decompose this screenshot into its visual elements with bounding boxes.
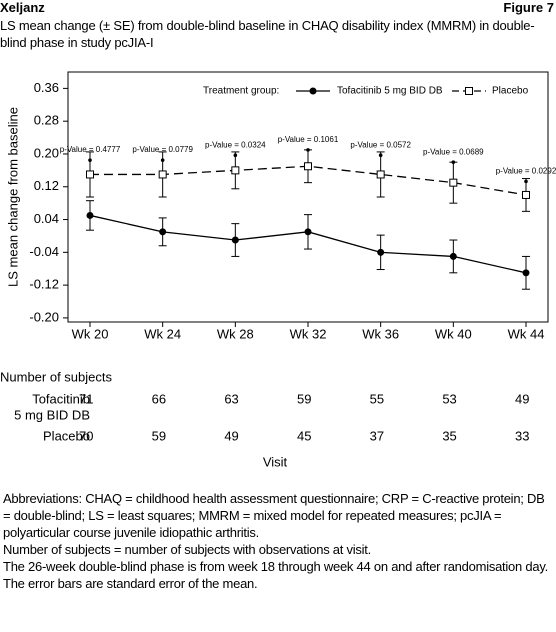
subject-count: 70 [79,428,93,443]
footnote: Abbreviations: CHAQ = childhood health a… [3,491,545,540]
y-axis-label: LS mean change from baseline [5,107,20,287]
footnotes: Abbreviations: CHAQ = childhood health a… [3,490,553,592]
marker [231,236,239,244]
marker [231,166,240,175]
table-title: Number of subjects [0,369,112,384]
x-tick-label: Wk 32 [290,326,327,341]
x-tick-label: Wk 28 [217,326,254,341]
p-value-label: p-Value = 0.0779 [132,145,193,154]
subject-count: 71 [79,391,93,406]
subject-count: 53 [442,391,456,406]
y-tick-label: 0.28 [34,113,59,128]
x-tick-label: Wk 40 [435,326,472,341]
subject-count: 55 [370,391,384,406]
subject-count: 63 [224,391,238,406]
subject-count: 37 [370,428,384,443]
marker [449,178,458,187]
p-value-label: p-Value = 0.0324 [205,140,266,149]
p-value-dot [88,158,92,162]
p-value-label: p-Value = 0.0689 [423,147,484,156]
figure-number: Figure 7 [503,0,554,15]
y-tick-label: -0.04 [29,244,59,259]
marker [304,228,312,236]
row-label: Placebo [43,428,90,443]
row-label: Tofacitinib [32,391,90,406]
p-value-label: p-Value = 0.0292 [496,167,556,176]
row-label: 5 mg BID DB [14,407,90,422]
subject-count: 35 [442,428,456,443]
legend-title: Treatment group: [203,86,279,97]
marker [159,228,167,236]
x-tick-label: Wk 36 [362,326,399,341]
subject-count: 59 [152,428,166,443]
p-value-dot [306,148,310,152]
y-tick-label: -0.20 [29,309,59,324]
subject-count: 45 [297,428,311,443]
p-value-dot [233,153,238,157]
p-value-label: p-Value = 0.1061 [278,135,339,144]
plot-frame [67,71,549,323]
marker [522,269,530,277]
y-tick-label: 0.04 [34,211,59,226]
p-value-label: p-Value = 0.0572 [350,140,411,149]
p-value-dot [160,158,165,162]
subject-count: 59 [297,391,311,406]
marker [376,170,385,179]
marker [86,211,94,219]
y-tick-label: 0.36 [34,80,59,95]
x-axis-label: Visit [263,454,288,469]
y-tick-label: 0.20 [34,145,59,160]
marker [304,162,312,171]
legend-label: Placebo [492,86,529,97]
footnote: Number of subjects = number of subjects … [3,542,372,557]
caption: LS mean change (± SE) from double-blind … [0,18,535,50]
legend-marker [465,87,473,95]
subject-count: 49 [515,391,529,406]
marker [377,248,385,256]
footnote: The 26-week double-blind phase is from w… [3,559,548,574]
x-tick-label: Wk 44 [508,326,545,341]
subject-count: 66 [152,391,166,406]
p-value-dot [378,153,383,157]
marker [86,170,94,179]
brand: Xeljanz [0,0,45,15]
x-tick-label: Wk 24 [144,326,181,341]
marker [449,252,457,260]
p-value-dot [524,179,528,184]
subject-count: 49 [224,428,238,443]
legend-marker [309,87,317,95]
p-value-label: p-Value = 0.4777 [60,145,121,154]
y-tick-label: -0.12 [29,277,59,292]
legend-label: Tofacitinib 5 mg BID DB [337,86,443,97]
chart: LS mean change from baseline Visit 0.36 0… [0,71,556,469]
y-tick-label: 0.12 [34,178,59,193]
x-tick-label: Wk 20 [72,326,109,341]
marker [158,170,167,179]
p-value-dot [451,160,456,164]
subject-count: 33 [515,428,529,443]
footnote: The error bars are standard error of the… [3,576,258,591]
marker [522,190,530,199]
